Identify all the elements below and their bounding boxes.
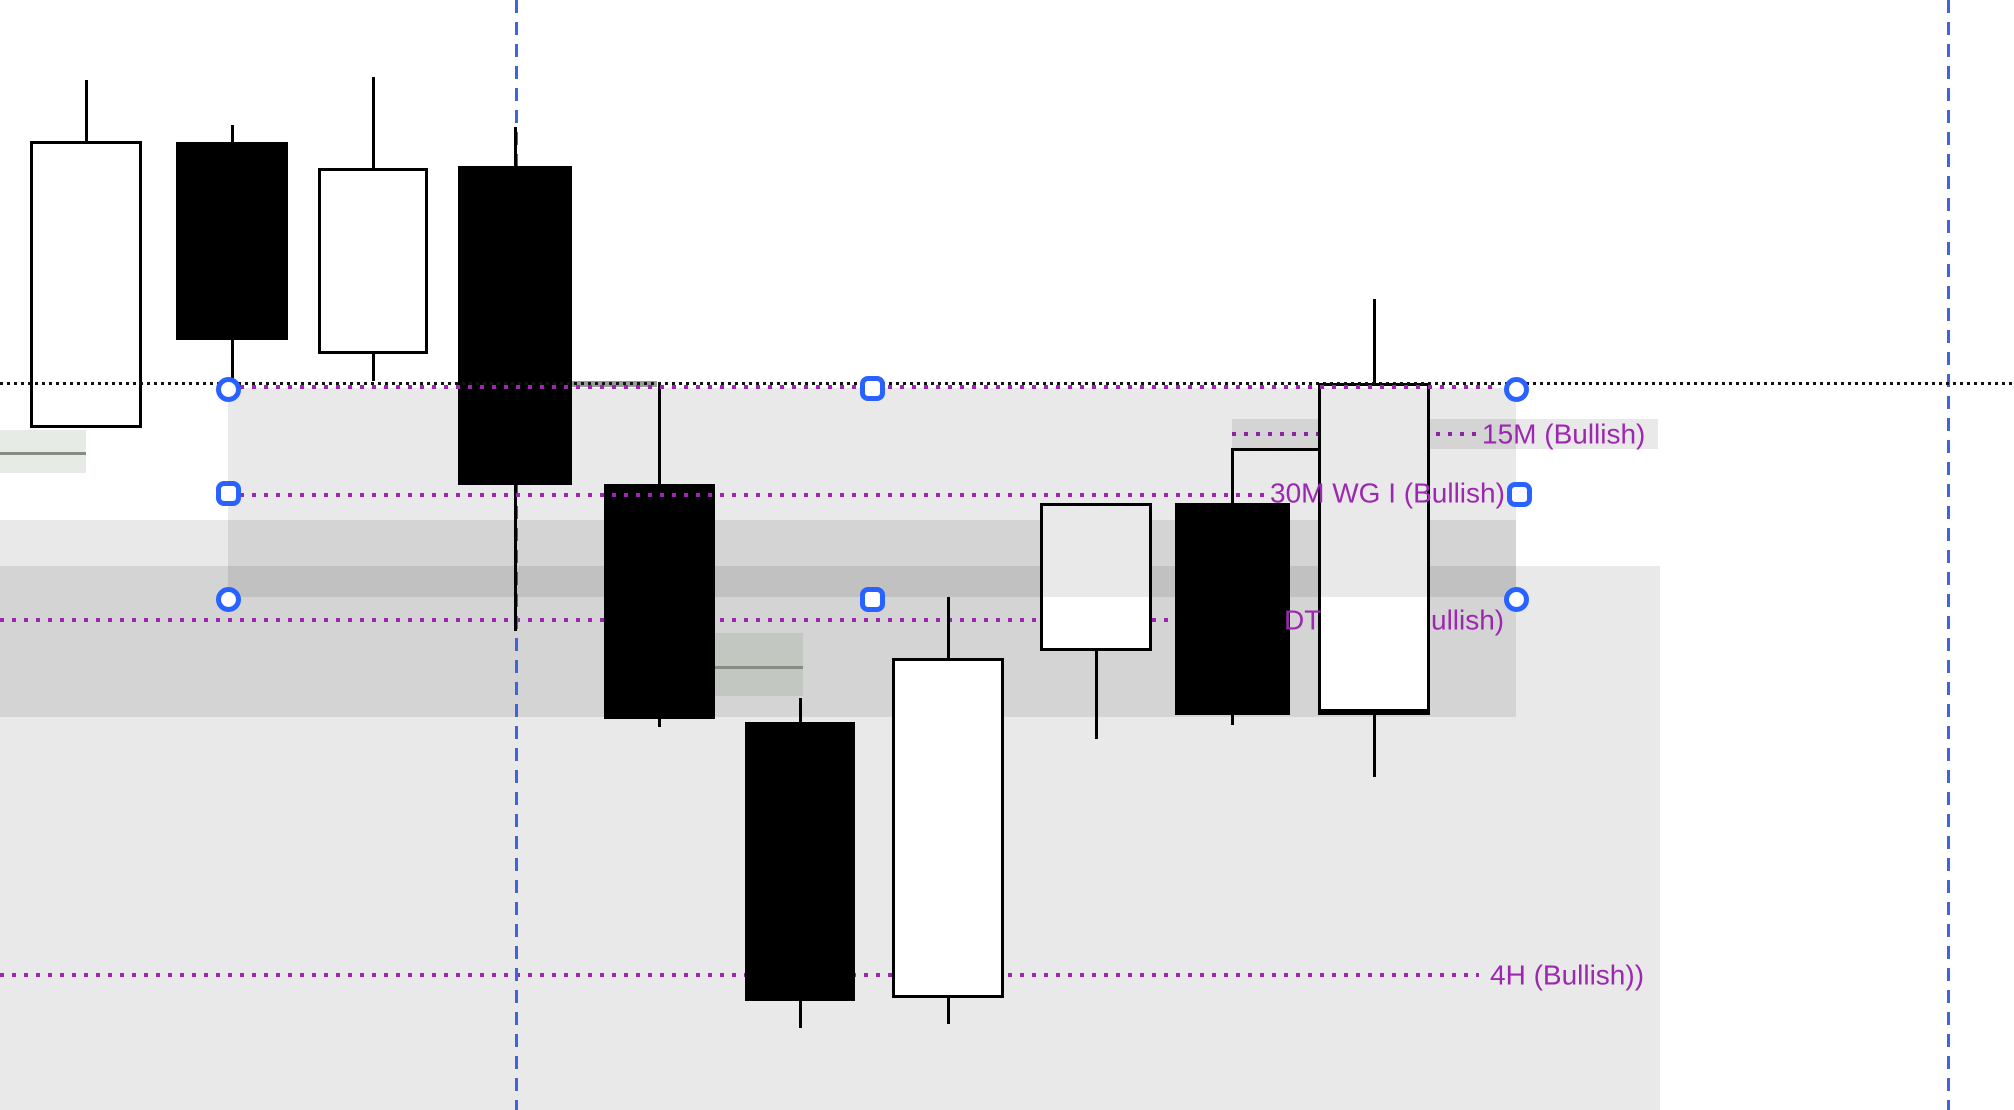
candle-7-body: [892, 658, 1004, 998]
candle-10-lower-wick: [1372, 715, 1376, 777]
candle-1-upper-wick: [84, 80, 88, 141]
candle-10-body: [1318, 383, 1430, 715]
candle-2-lower-wick: [230, 340, 234, 381]
candle-4-upper-wick: [513, 127, 517, 166]
candle-3-upper-wick: [371, 77, 375, 168]
candle-1-body: [30, 141, 142, 428]
candle-5-body: [604, 484, 715, 719]
candle-4-lower-wick: [513, 485, 517, 631]
candle-3-body: [318, 168, 428, 354]
line-black-dotted[interactable]: [0, 382, 2014, 385]
candle-4-body: [458, 166, 572, 485]
selection-handle-bottom-right[interactable]: [1503, 586, 1529, 612]
accent-box-middle-midline: [713, 666, 803, 669]
candle-9-body: [1175, 503, 1290, 715]
dashed-vline-right[interactable]: [1947, 0, 1950, 1110]
candle-6-lower-wick: [798, 1001, 802, 1028]
candle-2-body: [176, 142, 288, 340]
accent-box-middle: [713, 633, 803, 696]
selected-zone-box[interactable]: [228, 388, 1516, 597]
label-dt-fragment-left[interactable]: DT: [1284, 604, 1322, 636]
candle-10-upper-wick: [1372, 299, 1376, 383]
candle-2-upper-wick: [230, 125, 234, 142]
selection-handle-top-right[interactable]: [1503, 376, 1529, 402]
label-30m-wg-i-bullish[interactable]: 30M WG I (Bullish): [1270, 477, 1505, 509]
candle-3-lower-wick: [371, 354, 375, 381]
accent-box-left-midline: [0, 452, 86, 455]
candle-5-lower-wick: [658, 719, 661, 727]
selection-handle-middle-left[interactable]: [215, 480, 241, 506]
candle-9-lower-wick: [1231, 715, 1234, 725]
selection-handle-bottom-middle[interactable]: [859, 586, 885, 612]
label-15m-bullish[interactable]: 15M (Bullish): [1482, 418, 1646, 450]
candle-8-lower-wick: [1094, 651, 1098, 739]
dashed-vline-left[interactable]: [515, 0, 518, 1110]
accent-box-left: [0, 430, 86, 473]
selection-handle-top-middle[interactable]: [859, 375, 885, 401]
line-30m[interactable]: [240, 493, 1268, 497]
selection-handle-middle-right[interactable]: [1506, 481, 1532, 507]
line-4h[interactable]: [0, 973, 1479, 977]
candle-6-upper-wick: [798, 698, 802, 722]
candle-7-upper-wick: [946, 597, 950, 658]
label-4h-bullish[interactable]: 4H (Bullish)): [1490, 959, 1645, 991]
selection-handle-bottom-left[interactable]: [215, 586, 241, 612]
selection-handle-top-left[interactable]: [215, 376, 241, 402]
label-dt-fragment-right[interactable]: ullish): [1431, 604, 1505, 636]
candle-5-upper-wick: [658, 385, 661, 484]
candle-6-body: [745, 722, 855, 1001]
candle-7-lower-wick: [946, 998, 950, 1024]
candle-8-body: [1040, 503, 1152, 651]
